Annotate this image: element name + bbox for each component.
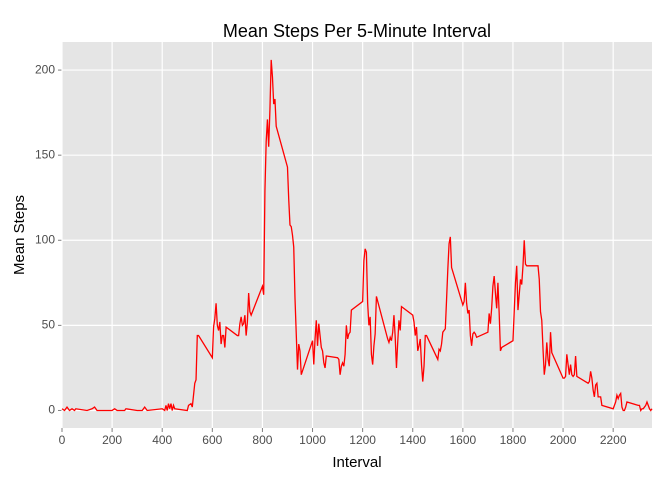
x-tick-label: 800 <box>252 433 272 447</box>
y-tick-label: 200 <box>35 62 55 76</box>
x-tick-label: 1400 <box>399 433 426 447</box>
x-axis-label: Interval <box>332 454 381 471</box>
x-tick-label: 1800 <box>500 433 527 447</box>
x-tick-label: 600 <box>202 433 222 447</box>
x-tick-label: 1200 <box>349 433 376 447</box>
y-tick-label: 0 <box>48 403 55 417</box>
chart-title: Mean Steps Per 5-Minute Interval <box>223 21 491 41</box>
x-tick-label: 1600 <box>449 433 476 447</box>
x-tick-label: 2200 <box>600 433 627 447</box>
x-tick-label: 1000 <box>299 433 326 447</box>
data-line <box>61 59 653 412</box>
x-tick-label: 200 <box>102 433 122 447</box>
panel <box>62 42 652 428</box>
y-tick-label: 150 <box>35 147 55 161</box>
y-axis-label: Mean Steps <box>11 195 28 275</box>
x-tick-label: 2000 <box>550 433 577 447</box>
x-tick-label: 400 <box>152 433 172 447</box>
y-tick-label: 50 <box>42 318 56 332</box>
y-tick-label: 100 <box>35 232 55 246</box>
x-tick-label: 0 <box>59 433 66 447</box>
